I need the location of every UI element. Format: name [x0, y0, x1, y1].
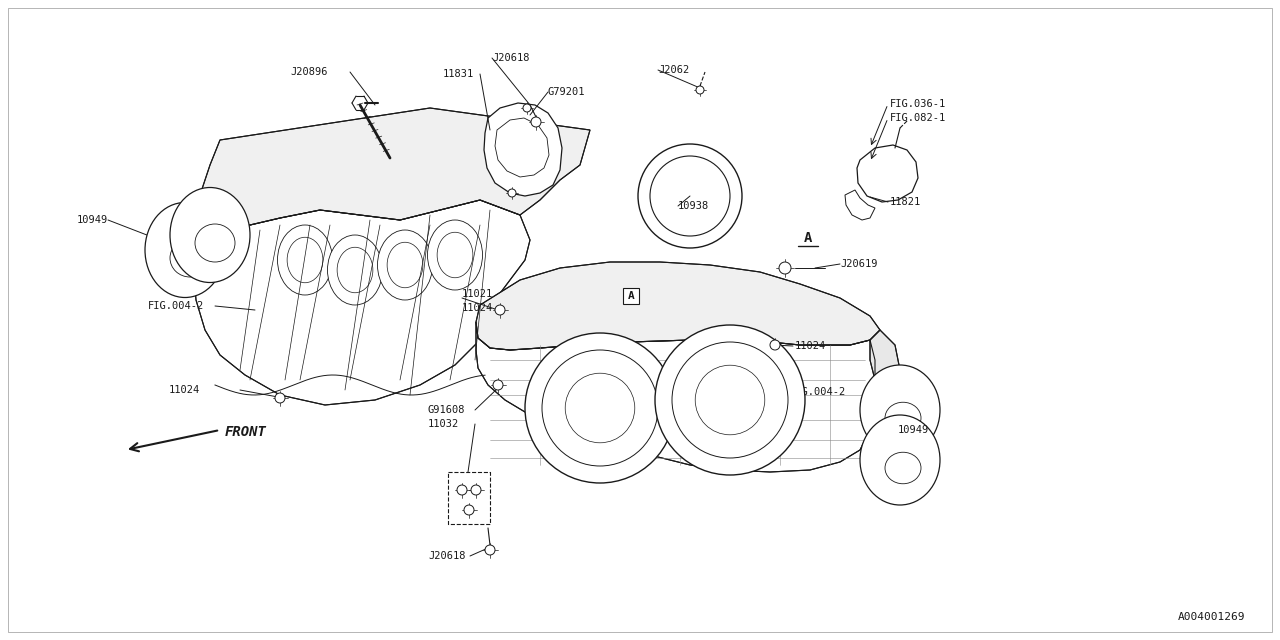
Text: 11024: 11024	[169, 385, 200, 395]
Ellipse shape	[860, 415, 940, 505]
PathPatch shape	[845, 190, 876, 220]
Circle shape	[275, 393, 285, 403]
Text: J20618: J20618	[428, 551, 466, 561]
Circle shape	[655, 325, 805, 475]
Text: 10938: 10938	[678, 201, 709, 211]
PathPatch shape	[476, 322, 876, 472]
Text: FIG.004-2: FIG.004-2	[148, 301, 205, 311]
Circle shape	[780, 262, 791, 274]
PathPatch shape	[484, 103, 562, 196]
Ellipse shape	[387, 243, 422, 288]
PathPatch shape	[858, 145, 918, 202]
Text: FRONT: FRONT	[225, 425, 266, 439]
Ellipse shape	[328, 235, 383, 305]
Text: A: A	[804, 231, 813, 245]
Text: G79201: G79201	[548, 87, 585, 97]
Text: FIG.036-1: FIG.036-1	[890, 99, 946, 109]
Circle shape	[771, 340, 780, 350]
Text: 11032: 11032	[428, 419, 460, 429]
Ellipse shape	[378, 230, 433, 300]
Circle shape	[465, 505, 474, 515]
Text: 11021: 11021	[462, 289, 493, 299]
Ellipse shape	[884, 403, 922, 434]
Circle shape	[495, 305, 506, 315]
Text: A004001269: A004001269	[1178, 612, 1245, 622]
Text: 11831: 11831	[443, 69, 475, 79]
Circle shape	[471, 485, 481, 495]
Ellipse shape	[195, 224, 236, 262]
Circle shape	[650, 156, 730, 236]
Ellipse shape	[287, 237, 323, 283]
Ellipse shape	[278, 225, 333, 295]
Text: 10949: 10949	[77, 215, 108, 225]
PathPatch shape	[193, 200, 530, 405]
Circle shape	[508, 189, 516, 197]
Circle shape	[566, 373, 635, 443]
Text: FIG.082-1: FIG.082-1	[890, 113, 946, 123]
PathPatch shape	[476, 262, 881, 350]
Circle shape	[457, 485, 467, 495]
Text: J2062: J2062	[658, 65, 689, 75]
PathPatch shape	[870, 330, 900, 467]
Circle shape	[493, 380, 503, 390]
Circle shape	[695, 365, 765, 435]
Ellipse shape	[884, 452, 922, 484]
Text: G91608: G91608	[428, 405, 466, 415]
Ellipse shape	[438, 232, 472, 278]
Circle shape	[485, 545, 495, 555]
Ellipse shape	[170, 188, 250, 282]
Circle shape	[637, 144, 742, 248]
Text: J20896: J20896	[291, 67, 328, 77]
Text: J20619: J20619	[840, 259, 878, 269]
Text: A: A	[627, 291, 635, 301]
Circle shape	[531, 117, 541, 127]
Text: J20618: J20618	[492, 53, 530, 63]
Text: 11024: 11024	[462, 303, 493, 313]
Text: 11024: 11024	[795, 341, 827, 351]
Circle shape	[696, 86, 704, 94]
Circle shape	[672, 342, 788, 458]
Ellipse shape	[170, 239, 210, 277]
Circle shape	[541, 350, 658, 466]
Text: 10949: 10949	[899, 425, 929, 435]
Text: 11821: 11821	[890, 197, 922, 207]
Text: FIG.004-2: FIG.004-2	[790, 387, 846, 397]
Ellipse shape	[860, 365, 940, 455]
Ellipse shape	[337, 247, 372, 292]
PathPatch shape	[200, 108, 590, 230]
Circle shape	[525, 333, 675, 483]
Ellipse shape	[145, 202, 225, 298]
Circle shape	[524, 104, 531, 112]
Bar	[623, 288, 639, 304]
Ellipse shape	[428, 220, 483, 290]
